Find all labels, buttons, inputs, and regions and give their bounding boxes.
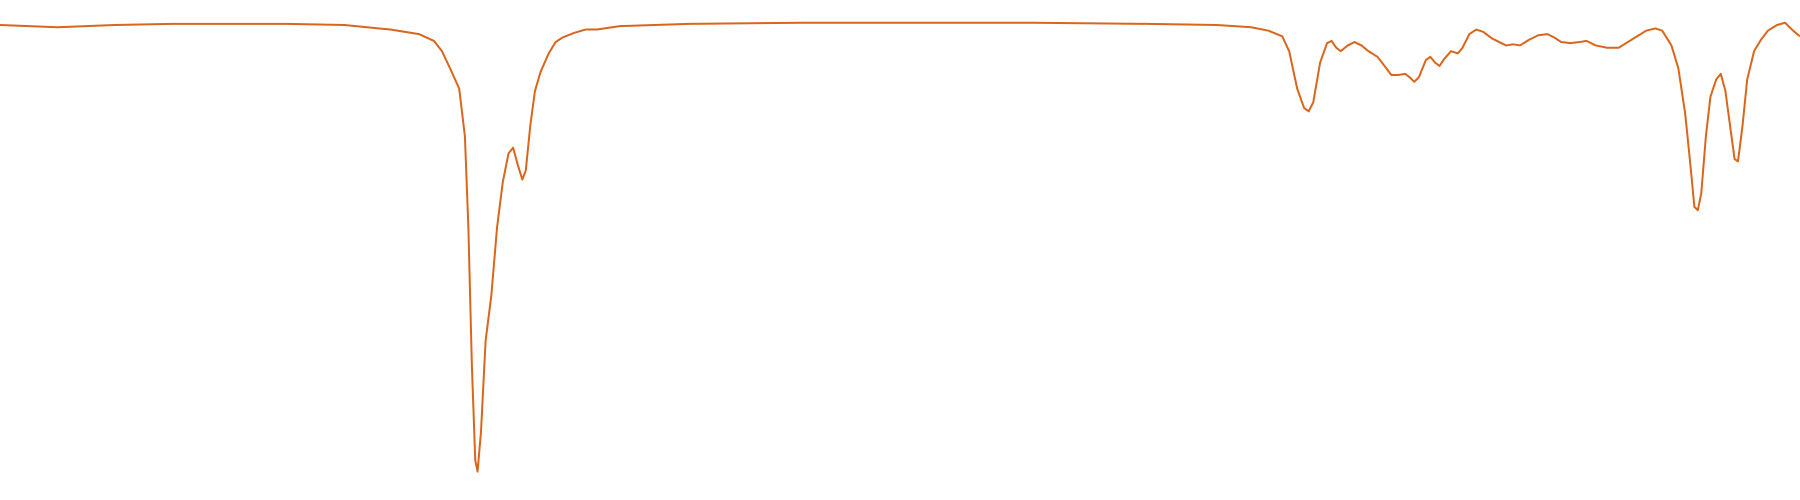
line-series <box>0 21 1800 473</box>
